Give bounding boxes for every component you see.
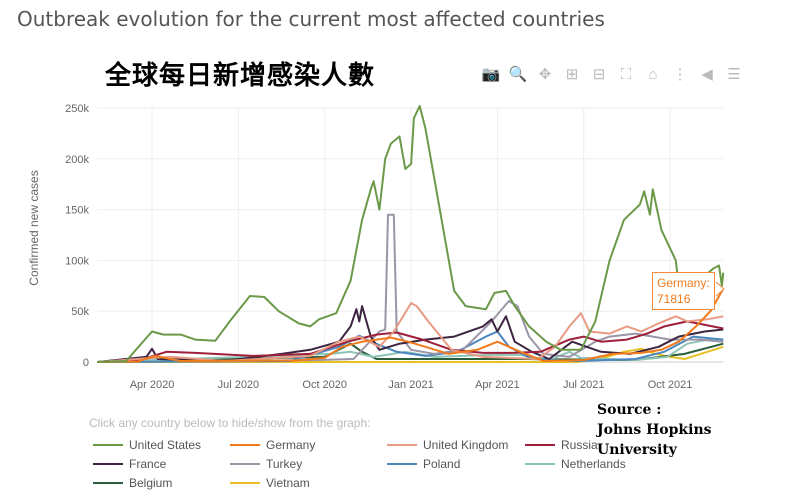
y-tick-label: 200k	[65, 154, 89, 166]
legend-swatch	[525, 444, 555, 446]
y-tick-label: 0	[83, 357, 89, 369]
legend-label: Belgium	[129, 476, 173, 490]
legend-label: Netherlands	[561, 457, 626, 471]
series-line-germany[interactable]	[97, 288, 725, 363]
source-label: Source :	[597, 402, 662, 418]
legend-swatch	[230, 444, 260, 446]
legend-label: Vietnam	[266, 476, 310, 490]
home-icon[interactable]: ⌂	[648, 66, 658, 83]
series-line-united-states[interactable]	[97, 105, 725, 363]
legend-swatch	[387, 444, 417, 446]
x-tick-label: Jan 2021	[388, 379, 433, 391]
series-line-turkey[interactable]	[97, 213, 724, 363]
hover-compare-icon[interactable]: ☰	[727, 66, 741, 83]
annotation-value: 71816	[657, 292, 691, 306]
legend-item-united-states[interactable]: United States	[93, 438, 201, 452]
y-tick-label: 100k	[65, 255, 89, 267]
x-tick-label: Apr 2020	[130, 379, 175, 391]
zoom-icon[interactable]: 🔍	[508, 66, 528, 83]
legend-item-belgium[interactable]: Belgium	[93, 476, 172, 490]
overlay-title: 全球每日新增感染人數	[105, 61, 376, 91]
zoom-in-icon[interactable]: ⊞	[565, 66, 579, 83]
legend-hint: Click any country below to hide/show fro…	[89, 416, 371, 430]
source-note: Source : Johns Hopkins University	[597, 400, 788, 460]
y-tick-label: 150k	[65, 205, 89, 217]
legend-label: Germany	[266, 438, 316, 452]
legend-label: United States	[129, 438, 202, 452]
x-tick-label: Jul 2021	[563, 379, 605, 391]
autoscale-icon[interactable]: ⛶	[620, 66, 632, 83]
legend-swatch	[525, 463, 555, 465]
x-tick-label: Oct 2020	[302, 379, 347, 391]
camera-icon[interactable]: 📷	[481, 66, 501, 83]
zoom-out-icon[interactable]: ⊟	[592, 66, 606, 83]
legend-label: Poland	[423, 457, 461, 471]
annotation-pointer	[715, 281, 725, 297]
legend-swatch	[230, 463, 260, 465]
x-tick-label: Apr 2021	[475, 379, 520, 391]
legend-swatch	[93, 482, 123, 484]
legend-item-netherlands[interactable]: Netherlands	[525, 457, 626, 471]
series-line-poland[interactable]	[97, 330, 724, 363]
legend-swatch	[93, 444, 123, 446]
spike-lines-icon[interactable]: ⋮	[672, 66, 688, 83]
legend-label: Russia	[561, 438, 598, 452]
hover-annotation-germany: Germany: 71816	[652, 272, 715, 310]
y-axis-label: Confirmed new cases	[27, 170, 41, 285]
legend-label: United Kingdom	[423, 438, 509, 452]
chart-toolbar: 📷 🔍 ✥ ⊞ ⊟ ⛶ ⌂ ⋮ ◀ ☰	[480, 66, 750, 84]
legend-label: Turkey	[266, 457, 303, 471]
legend-item-vietnam[interactable]: Vietnam	[230, 476, 310, 490]
series-line-russia[interactable]	[97, 320, 724, 363]
hover-closest-icon[interactable]: ◀	[701, 66, 713, 83]
series-line-united-kingdom[interactable]	[97, 302, 724, 363]
source-name: Johns Hopkins University	[597, 422, 712, 458]
legend-label: France	[129, 457, 167, 471]
page-title: Outbreak evolution for the current most …	[17, 7, 605, 31]
pan-icon[interactable]: ✥	[538, 66, 552, 83]
legend-item-poland[interactable]: Poland	[387, 457, 460, 471]
legend-swatch	[387, 463, 417, 465]
legend-swatch	[230, 482, 260, 484]
legend-item-russia[interactable]: Russia	[525, 438, 598, 452]
legend-item-france[interactable]: France	[93, 457, 166, 471]
y-tick-label: 250k	[65, 103, 89, 115]
annotation-label: Germany:	[657, 276, 710, 290]
y-tick-label: 50k	[71, 306, 89, 318]
legend-item-turkey[interactable]: Turkey	[230, 457, 302, 471]
series-line-france[interactable]	[97, 305, 724, 363]
x-tick-label: Oct 2021	[648, 379, 693, 391]
x-tick-label: Jul 2020	[218, 379, 260, 391]
legend-item-united-kingdom[interactable]: United Kingdom	[387, 438, 508, 452]
legend-swatch	[93, 463, 123, 465]
legend-item-germany[interactable]: Germany	[230, 438, 315, 452]
